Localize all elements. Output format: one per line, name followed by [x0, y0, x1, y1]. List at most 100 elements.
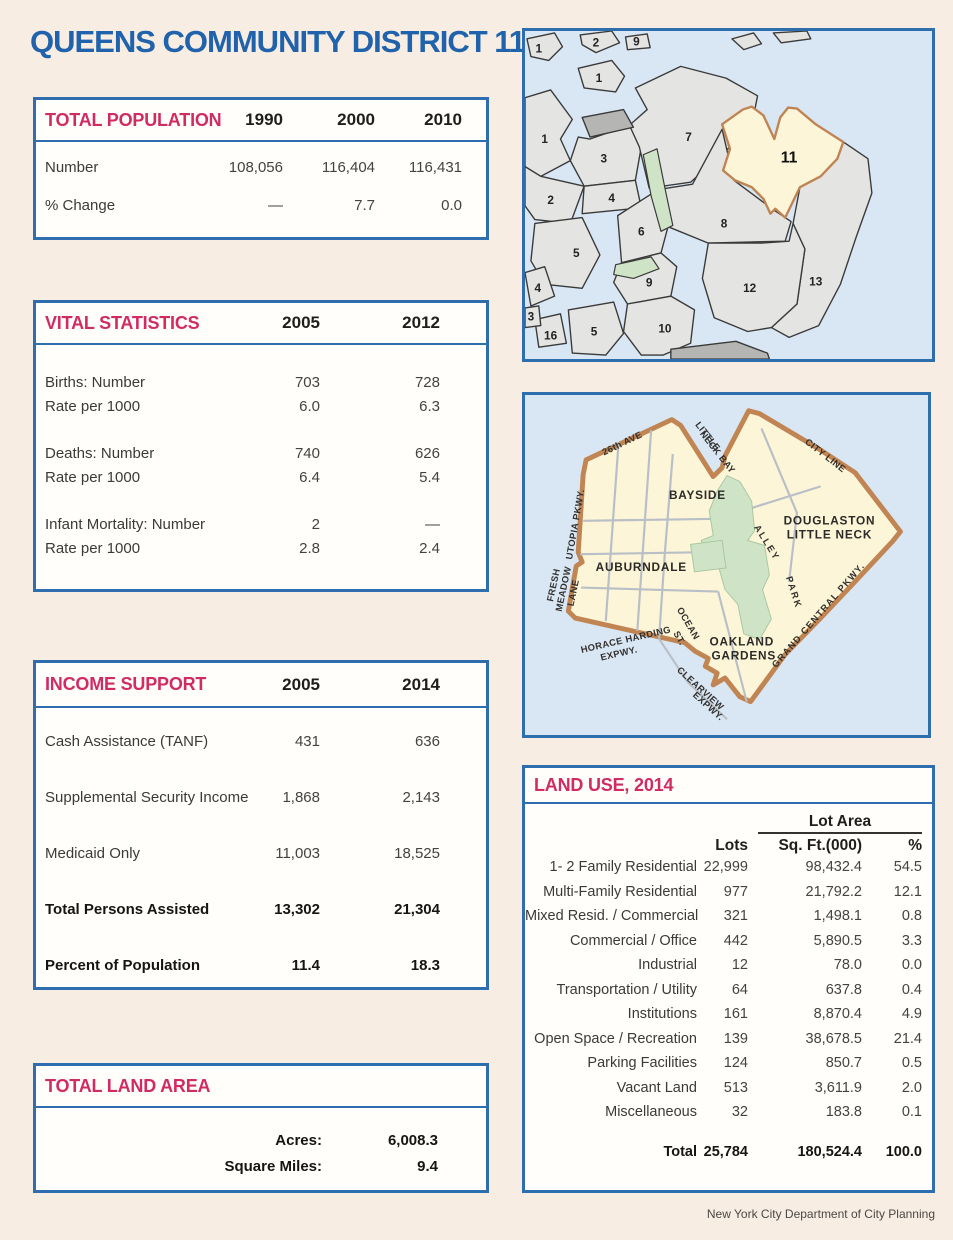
row-label: Mixed Resid. / Commercial [525, 908, 699, 924]
road [581, 586, 719, 593]
column-header: Lots [715, 837, 748, 854]
total-value: 25,784 [703, 1143, 748, 1160]
cell-value: 38,678.5 [805, 1030, 862, 1047]
table-row: Cash Assistance (TANF) 431 636 [36, 730, 486, 754]
cell-value: 6,008.3 [387, 1132, 438, 1149]
district-number: 4 [535, 281, 542, 295]
district-number: 13 [809, 274, 823, 288]
cell-value: 12 [731, 957, 748, 973]
cell-value: 1,868 [282, 789, 320, 806]
row-label: 1- 2 Family Residential [549, 859, 697, 875]
row-label: Square Miles: [224, 1158, 322, 1175]
row-label: Number [45, 159, 99, 176]
table-row: Number 108,056 116,404 116,431 [36, 159, 486, 176]
district-number: 1 [596, 71, 603, 85]
cell-value: 5,890.5 [813, 932, 862, 949]
cell-value: 108,056 [228, 159, 283, 176]
table-row: Industrial 12 78.0 0.0 [525, 953, 932, 978]
table-row: Deaths: Number 740 626 [36, 442, 486, 466]
table-row: Acres: 6,008.3 [36, 1128, 486, 1154]
row-label: % Change [45, 197, 116, 214]
cell-value: 0.0 [901, 957, 922, 973]
district-shape [534, 313, 568, 348]
income-support-table: INCOME SUPPORT 2005 2014 Cash Assistance… [33, 660, 489, 990]
row-label: Acres: [275, 1132, 322, 1149]
neighborhood-label: BAYSIDE [669, 488, 726, 502]
cell-value: 0.0 [441, 197, 462, 214]
table-row: Multi-Family Residential 977 21,792.2 12… [525, 880, 932, 905]
row-label: Multi-Family Residential [543, 883, 697, 900]
district-shape [624, 33, 651, 51]
district-shape [772, 31, 812, 44]
district-number: 5 [573, 246, 580, 260]
cell-value: 321 [723, 908, 748, 924]
district-number: 2 [593, 36, 600, 50]
cell-value: 2 [311, 516, 320, 533]
neighborhood-label: AUBURNDALE [596, 560, 687, 574]
cell-value: 183.8 [825, 1104, 862, 1120]
table-row: Total Persons Assisted 13,302 21,304 [36, 898, 486, 922]
road [636, 430, 653, 631]
table-row: Vacant Land 513 3,611.9 2.0 [525, 1076, 932, 1101]
total-value: 180,524.4 [797, 1143, 862, 1160]
cell-value: 116,431 [408, 159, 462, 176]
cell-value: 0.5 [901, 1055, 922, 1071]
cell-value: 2,143 [402, 789, 440, 806]
district-number: 10 [658, 322, 672, 336]
cell-value: 8,870.4 [813, 1006, 862, 1022]
table-row: Parking Facilities 124 850.7 0.5 [525, 1051, 932, 1076]
row-label: Transportation / Utility [556, 981, 697, 998]
row-label: Total Persons Assisted [45, 901, 210, 918]
cell-value: 54.5 [893, 859, 922, 875]
row-label: Births: Number [45, 374, 146, 391]
road [760, 427, 799, 582]
district-number-highlighted: 11 [781, 150, 798, 167]
cell-value: 977 [723, 883, 748, 900]
cell-value: 21,304 [394, 901, 440, 918]
cell-value: 32 [731, 1104, 748, 1120]
column-header: 2005 [282, 313, 320, 332]
row-label: Infant Mortality: Number [45, 516, 206, 533]
row-label: Commercial / Office [569, 932, 697, 949]
row-label: Medicaid Only [45, 845, 141, 862]
district-shape [526, 32, 564, 62]
table-row: % Change — 7.7 0.0 [36, 197, 486, 214]
cell-value: 21.4 [893, 1030, 922, 1047]
cell-value: 139 [723, 1030, 748, 1047]
district-shape [525, 266, 556, 307]
table-row: Supplemental Security Income 1,868 2,143 [36, 786, 486, 810]
column-header: % [908, 837, 922, 854]
table-row: Miscellaneous 32 183.8 0.1 [525, 1100, 932, 1125]
cell-value: 4.9 [901, 1006, 922, 1022]
total-label: Total [663, 1143, 697, 1160]
table-header: INCOME SUPPORT 2005 2014 [36, 663, 486, 708]
column-header: Sq. Ft.(000) [778, 837, 862, 854]
table-title: LAND USE, 2014 [534, 774, 674, 795]
row-label: Cash Assistance (TANF) [45, 733, 209, 750]
table-row: Medicaid Only 11,003 18,525 [36, 842, 486, 866]
cell-value: — [425, 516, 440, 533]
cell-value: 626 [414, 445, 440, 462]
district-number: 9 [646, 275, 653, 289]
cell-value: 98,432.4 [805, 859, 862, 875]
column-header: 2014 [402, 674, 440, 694]
table-row: Transportation / Utility 64 637.8 0.4 [525, 978, 932, 1003]
airport-area [581, 108, 635, 138]
row-label: Rate per 1000 [45, 469, 141, 486]
cell-value: 0.1 [901, 1104, 922, 1120]
table-row: Births: Number 703 728 [36, 371, 486, 395]
cell-value: 124 [723, 1055, 748, 1071]
cell-value: 637.8 [825, 981, 862, 998]
table-row: Rate per 1000 6.4 5.4 [36, 466, 486, 490]
road [657, 453, 674, 639]
group-column-header: Lot Area [758, 813, 922, 834]
road [604, 442, 620, 622]
district-number: 1 [536, 42, 543, 56]
table-title: INCOME SUPPORT [45, 674, 207, 694]
footer-attribution: New York City Department of City Plannin… [706, 1207, 935, 1221]
table-row: Commercial / Office 442 5,890.5 3.3 [525, 929, 932, 954]
district-number: 1 [541, 132, 548, 146]
vital-statistics-table: VITAL STATISTICS 2005 2012 Births: Numbe… [33, 300, 489, 592]
cell-value: 13,302 [274, 901, 320, 918]
neighborhood-label: LITTLE NECK [787, 527, 872, 541]
